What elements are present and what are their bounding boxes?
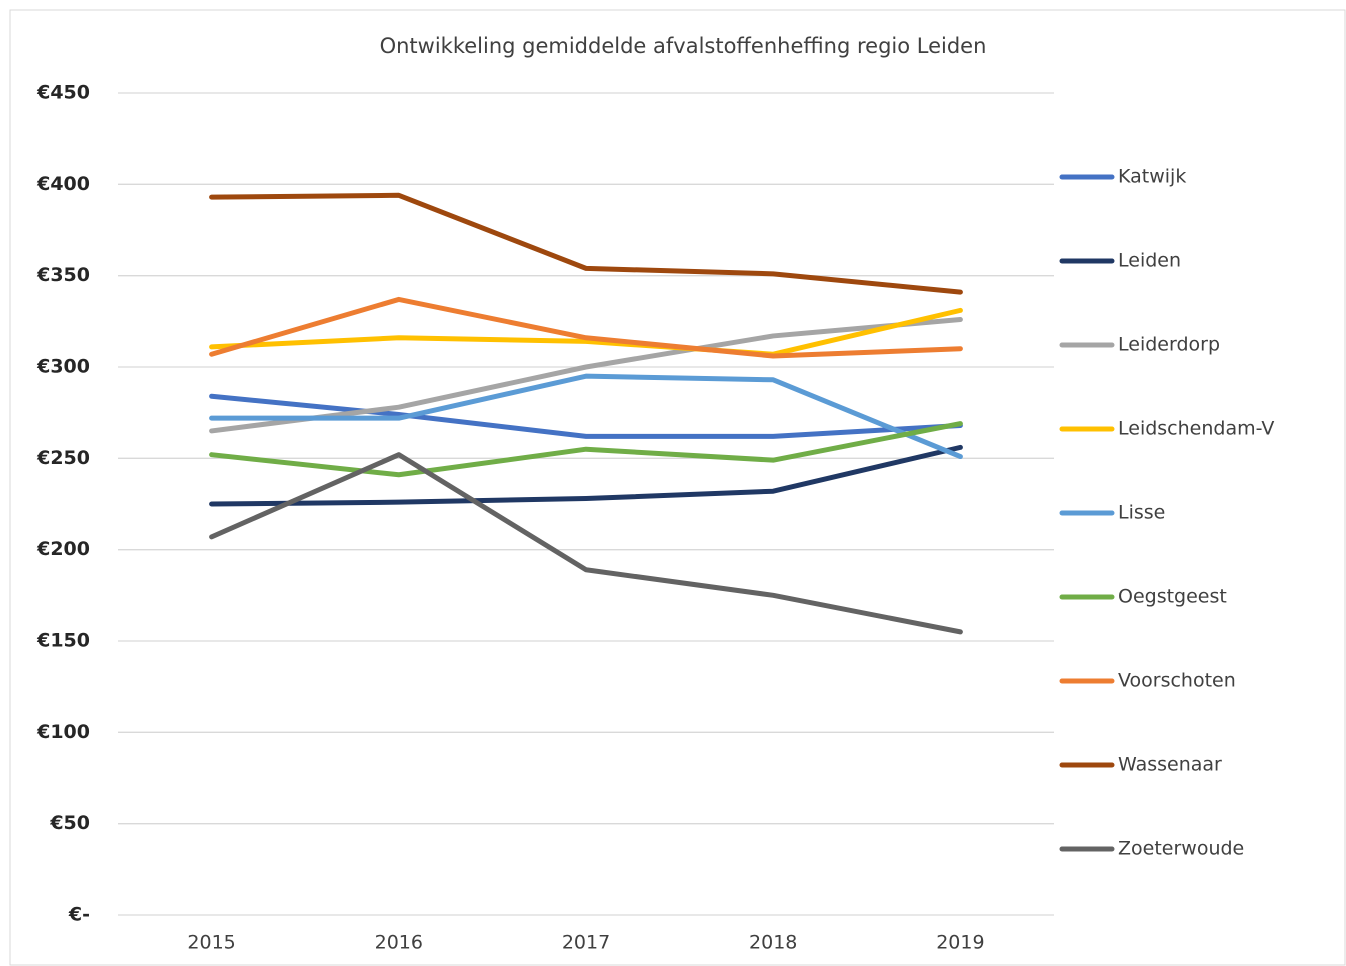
legend-label: Leidschendam-V bbox=[1118, 418, 1274, 440]
series-line bbox=[209, 317, 963, 434]
x-tick-label: 2015 bbox=[187, 932, 235, 954]
series-line bbox=[209, 373, 963, 460]
y-tick-label: €- bbox=[68, 904, 90, 926]
y-tick-label: €400 bbox=[36, 173, 90, 195]
legend-label: Oegstgeest bbox=[1118, 586, 1227, 608]
y-tick-label: €100 bbox=[36, 721, 90, 743]
y-tick-label: €450 bbox=[36, 82, 90, 104]
chart-title: Ontwikkeling gemiddelde afvalstoffenheff… bbox=[380, 34, 987, 58]
x-tick-label: 2019 bbox=[936, 932, 984, 954]
x-tick-label: 2017 bbox=[562, 932, 610, 954]
y-tick-label: €150 bbox=[36, 630, 90, 652]
legend-label: Zoeterwoude bbox=[1118, 838, 1244, 860]
legend-label: Wassenaar bbox=[1118, 754, 1222, 776]
legend-label: Lisse bbox=[1118, 502, 1165, 524]
series-line bbox=[209, 421, 963, 478]
series-line bbox=[209, 192, 963, 295]
series-line bbox=[209, 296, 963, 359]
y-tick-label: €50 bbox=[49, 812, 90, 834]
legend-label: Leiderdorp bbox=[1118, 334, 1220, 356]
y-tick-label: €250 bbox=[36, 447, 90, 469]
y-tick-label: €300 bbox=[36, 356, 90, 378]
x-tick-label: 2016 bbox=[375, 932, 423, 954]
legend-label: Leiden bbox=[1118, 250, 1181, 272]
series-line bbox=[209, 452, 963, 635]
series-line bbox=[209, 444, 963, 507]
series-line bbox=[209, 307, 963, 357]
y-tick-label: €350 bbox=[36, 264, 90, 286]
legend-label: Voorschoten bbox=[1118, 670, 1236, 692]
y-tick-label: €200 bbox=[36, 538, 90, 560]
series-line bbox=[209, 393, 963, 439]
chart-frame bbox=[9, 9, 1346, 966]
legend-label: Katwijk bbox=[1118, 166, 1186, 188]
x-tick-label: 2018 bbox=[749, 932, 797, 954]
